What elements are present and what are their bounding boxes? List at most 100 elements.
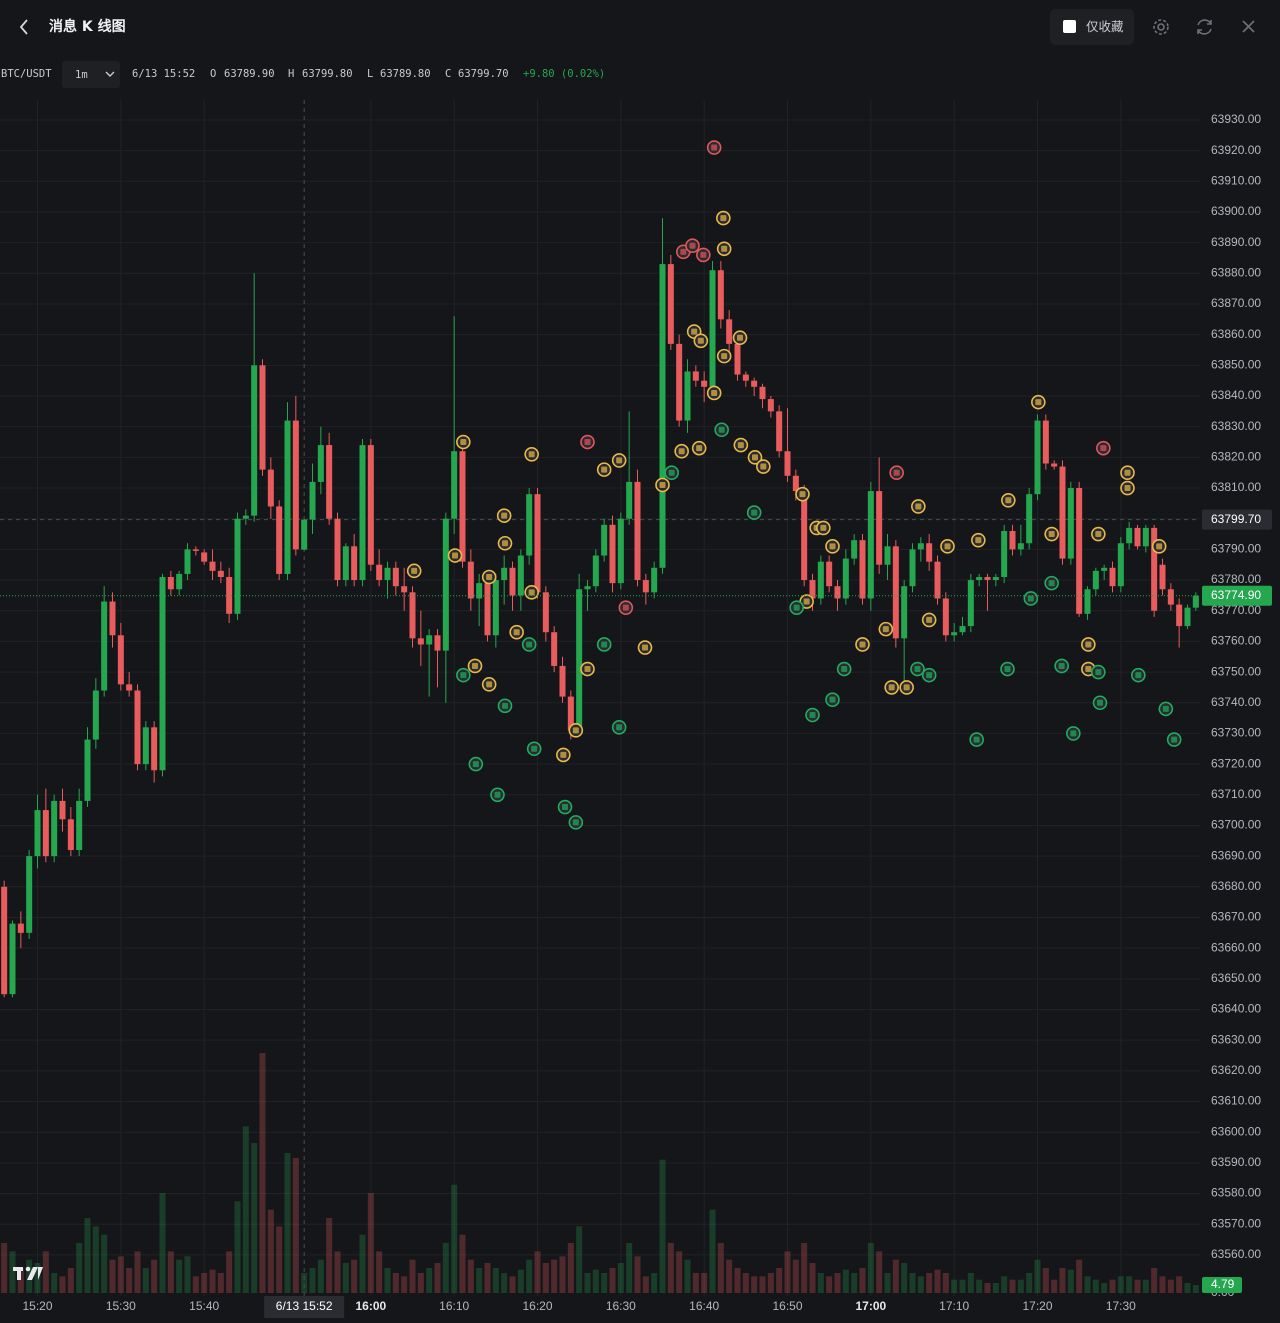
x-tick-label: 17:10 bbox=[939, 1299, 969, 1313]
volume-bar bbox=[351, 1259, 358, 1293]
volume-bar bbox=[51, 1273, 58, 1293]
low-value: 63789.80 bbox=[380, 68, 431, 80]
volume-badge bbox=[1202, 1277, 1242, 1294]
news-marker-icon bbox=[700, 251, 707, 258]
volume-bar bbox=[1151, 1268, 1158, 1293]
news-marker-icon bbox=[697, 337, 704, 344]
volume-bar bbox=[592, 1269, 599, 1293]
candle-body bbox=[709, 270, 716, 387]
candle-body bbox=[76, 800, 83, 850]
candle-body bbox=[26, 856, 33, 933]
refresh-icon[interactable] bbox=[1197, 19, 1212, 35]
news-marker-icon bbox=[1097, 699, 1103, 706]
news-marker-icon bbox=[526, 641, 533, 648]
volume-bar bbox=[717, 1243, 724, 1293]
news-marker-icon bbox=[711, 389, 718, 396]
x-tick-label: 17:20 bbox=[1022, 1299, 1052, 1313]
y-tick-label: 63710.00 bbox=[1211, 787, 1261, 801]
volume-bar bbox=[76, 1243, 83, 1293]
candle-body bbox=[1001, 530, 1008, 577]
x-tick-label: 16:10 bbox=[439, 1299, 469, 1313]
checkbox[interactable] bbox=[1063, 20, 1076, 33]
candle-body bbox=[651, 567, 658, 593]
x-tick-label: 16:40 bbox=[689, 1299, 719, 1313]
candle-body bbox=[351, 546, 358, 581]
low-label: L bbox=[367, 68, 373, 80]
volume-bar bbox=[1, 1243, 8, 1293]
favorites-button[interactable] bbox=[1050, 9, 1134, 45]
candle-body bbox=[176, 573, 183, 590]
candle-body bbox=[101, 601, 108, 691]
volume-bar bbox=[642, 1276, 649, 1293]
back-button[interactable] bbox=[19, 19, 28, 35]
news-marker-icon bbox=[903, 684, 910, 691]
y-tick-label: 63840.00 bbox=[1211, 388, 1261, 402]
volume-bar bbox=[9, 1251, 16, 1293]
y-tick-label: 63790.00 bbox=[1211, 542, 1261, 556]
volume-bar bbox=[426, 1268, 433, 1293]
candle-body bbox=[1134, 527, 1141, 547]
settings-icon-ring[interactable] bbox=[1153, 19, 1169, 35]
candle-body bbox=[217, 570, 224, 577]
candle-body bbox=[1034, 420, 1041, 495]
y-tick-label: 63620.00 bbox=[1211, 1063, 1261, 1077]
volume-bar bbox=[409, 1259, 416, 1293]
settings-icon[interactable] bbox=[1157, 23, 1165, 31]
volume-bar bbox=[334, 1251, 341, 1293]
y-tick-label: 63870.00 bbox=[1211, 296, 1261, 310]
news-marker-icon bbox=[678, 448, 685, 455]
candle-body bbox=[792, 475, 799, 492]
volume-bar bbox=[309, 1268, 316, 1293]
volume-bar bbox=[626, 1243, 633, 1293]
interval-select[interactable] bbox=[62, 61, 120, 88]
volume-bar bbox=[651, 1273, 658, 1293]
news-marker-icon bbox=[721, 245, 728, 252]
volume-bar bbox=[884, 1273, 891, 1293]
news-marker-icon bbox=[893, 469, 900, 476]
volume-bar bbox=[901, 1263, 908, 1293]
volume-bar bbox=[859, 1268, 866, 1293]
candle-body bbox=[826, 561, 833, 587]
candle-body bbox=[584, 586, 591, 590]
news-marker-icon bbox=[882, 626, 889, 633]
candle-body bbox=[867, 491, 874, 599]
favorites-label: 仅收藏 bbox=[1086, 19, 1124, 34]
candle-body bbox=[1084, 589, 1091, 614]
volume-bar bbox=[1109, 1279, 1116, 1293]
y-tick-label: 63850.00 bbox=[1211, 358, 1261, 372]
y-tick-label: 63780.00 bbox=[1211, 572, 1261, 586]
news-marker-icon bbox=[829, 543, 836, 550]
volume-bar bbox=[992, 1283, 999, 1293]
news-marker-icon bbox=[562, 804, 568, 811]
candle-body bbox=[717, 270, 724, 320]
candle-body bbox=[659, 264, 666, 568]
news-marker-icon bbox=[601, 641, 608, 648]
close-icon[interactable] bbox=[1242, 20, 1255, 33]
volume-bar bbox=[1076, 1259, 1083, 1293]
x-tick-label: 15:30 bbox=[106, 1299, 136, 1313]
volume-bar bbox=[576, 1226, 583, 1293]
volume-bar bbox=[42, 1251, 49, 1293]
candle-body bbox=[434, 635, 441, 651]
volume-bar bbox=[109, 1259, 116, 1293]
volume-bar bbox=[367, 1193, 374, 1293]
y-tick-label: 63610.00 bbox=[1211, 1094, 1261, 1108]
volume-label: 4.79 bbox=[1211, 1277, 1235, 1291]
volume-bar bbox=[934, 1269, 941, 1293]
candle-body bbox=[126, 684, 133, 691]
volume-bar bbox=[192, 1276, 199, 1293]
volume-bar bbox=[342, 1263, 349, 1293]
news-marker-icon bbox=[502, 702, 508, 709]
volume-bar bbox=[584, 1273, 591, 1293]
volume-bar bbox=[926, 1273, 933, 1293]
candle-body bbox=[617, 518, 624, 584]
candle-body bbox=[1042, 420, 1049, 464]
news-marker-icon bbox=[829, 696, 836, 703]
volume-bar bbox=[1067, 1269, 1074, 1293]
volume-bar bbox=[534, 1251, 541, 1293]
volume-bar bbox=[842, 1269, 849, 1293]
candle-body bbox=[984, 576, 991, 581]
volume-bar bbox=[1134, 1279, 1141, 1293]
volume-bar bbox=[492, 1268, 499, 1293]
news-marker-icon bbox=[1048, 580, 1055, 587]
